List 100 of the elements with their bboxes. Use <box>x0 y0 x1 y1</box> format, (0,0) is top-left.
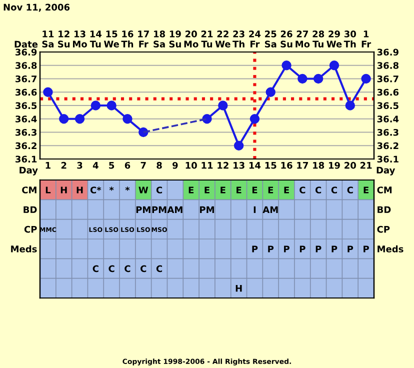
point <box>250 114 260 124</box>
point <box>266 87 276 97</box>
text: E <box>236 186 242 194</box>
x-tick-label: 2 <box>61 162 66 169</box>
text: 25 Sa <box>264 30 276 48</box>
text: E <box>188 186 194 194</box>
text: 1 Fr <box>362 30 372 48</box>
x-tick-label: 3 <box>77 162 82 169</box>
x-tick-label: 21 <box>360 162 372 169</box>
text: P <box>364 246 369 252</box>
text: * <box>125 186 130 191</box>
text: C <box>92 265 98 272</box>
point <box>122 114 132 124</box>
text: 27 Mo <box>296 30 310 48</box>
x2-axis-title: Date <box>14 40 38 48</box>
text: 24 Fr <box>249 30 261 48</box>
y-tick-label: 36.6 <box>16 88 37 96</box>
text: AM <box>262 206 278 213</box>
x-tick-label: 1 <box>46 162 50 169</box>
text: E <box>268 186 274 194</box>
x-tick-label: 13 <box>234 162 244 169</box>
chart-title: Nov 11, 2006 <box>4 4 70 12</box>
text: C <box>108 265 114 272</box>
point <box>58 114 69 124</box>
x-tick-label: 14 <box>249 162 261 169</box>
y-tick-label: 36.7 <box>16 75 37 82</box>
x-tick-label: 19 <box>328 162 340 169</box>
x-tick-label: 20 <box>344 162 356 169</box>
text: 22 We <box>215 30 230 48</box>
text: 13 Mo <box>73 30 87 48</box>
text: PM <box>200 206 214 213</box>
text: 23 Th <box>232 30 244 48</box>
text: 19 Su <box>169 30 181 48</box>
y-tick-label: 36.2 <box>16 142 36 150</box>
text: E <box>220 186 226 194</box>
text: P <box>348 246 354 252</box>
text: 17 Fr <box>138 30 149 48</box>
text: I <box>254 206 256 213</box>
point <box>329 60 340 70</box>
point <box>345 100 356 110</box>
y-tick-label: CM <box>377 186 392 194</box>
x-axis-title: Day <box>20 166 38 176</box>
text: 11 Sa <box>42 30 54 48</box>
point <box>361 74 371 84</box>
text: E <box>204 186 210 194</box>
x-tick-label: 4 <box>92 162 98 169</box>
text: 18 Sa <box>154 30 166 48</box>
point <box>202 114 212 124</box>
y-tick-label: BD <box>378 206 391 213</box>
text: P <box>268 246 274 252</box>
text: E <box>252 186 258 194</box>
text: E <box>364 186 368 194</box>
text: P <box>316 246 322 252</box>
text: W <box>138 186 148 194</box>
text: PM <box>136 206 150 213</box>
y-tick-label: 36.8 <box>16 62 37 69</box>
text: AM <box>167 206 182 213</box>
text: C <box>124 265 130 272</box>
text: H <box>60 186 67 194</box>
point <box>234 140 244 150</box>
point <box>74 114 85 124</box>
text: P <box>300 246 306 252</box>
y-tick-label: Meds <box>378 245 404 252</box>
text: C <box>156 186 162 194</box>
y-tick-label: 36.3 <box>16 128 37 136</box>
text: 16 Th <box>121 30 134 48</box>
y-tick-label: 36.1 <box>16 156 37 163</box>
x-tick-label: 9 <box>172 162 178 169</box>
text: C <box>300 186 306 194</box>
text: 26 Su <box>280 30 292 48</box>
text: 15 We <box>104 30 120 48</box>
text: H <box>76 186 83 194</box>
text: H <box>236 285 242 292</box>
point <box>43 87 53 97</box>
x-tick-label: 10 <box>186 162 197 169</box>
text: Day <box>376 166 396 176</box>
text: 12 Su <box>58 30 70 48</box>
x-tick-label: 12 <box>218 162 228 169</box>
y-tick-label: 36.5 <box>16 102 37 110</box>
text: 20 Mo <box>184 30 198 48</box>
text: P <box>252 246 258 252</box>
x-tick-label: 11 <box>202 162 213 169</box>
text: C <box>156 265 162 272</box>
text: P <box>284 246 290 252</box>
x-tick-label: 16 <box>281 162 292 169</box>
x-tick-label: 5 <box>109 162 114 169</box>
text: P <box>332 246 338 252</box>
text: 21 Tu <box>201 30 213 48</box>
text: 29 We <box>326 30 342 48</box>
text: L <box>46 186 51 194</box>
text: E <box>284 186 289 194</box>
text: 14 Tu <box>90 30 102 48</box>
text: 30 Th <box>344 30 356 48</box>
text: 28 Tu <box>312 30 324 48</box>
point <box>313 74 324 84</box>
y-tick-label: 36.9 <box>16 48 37 56</box>
text: C* <box>90 186 102 194</box>
point <box>298 74 308 84</box>
text: C <box>347 186 353 194</box>
x-tick-label: 18 <box>313 162 324 169</box>
